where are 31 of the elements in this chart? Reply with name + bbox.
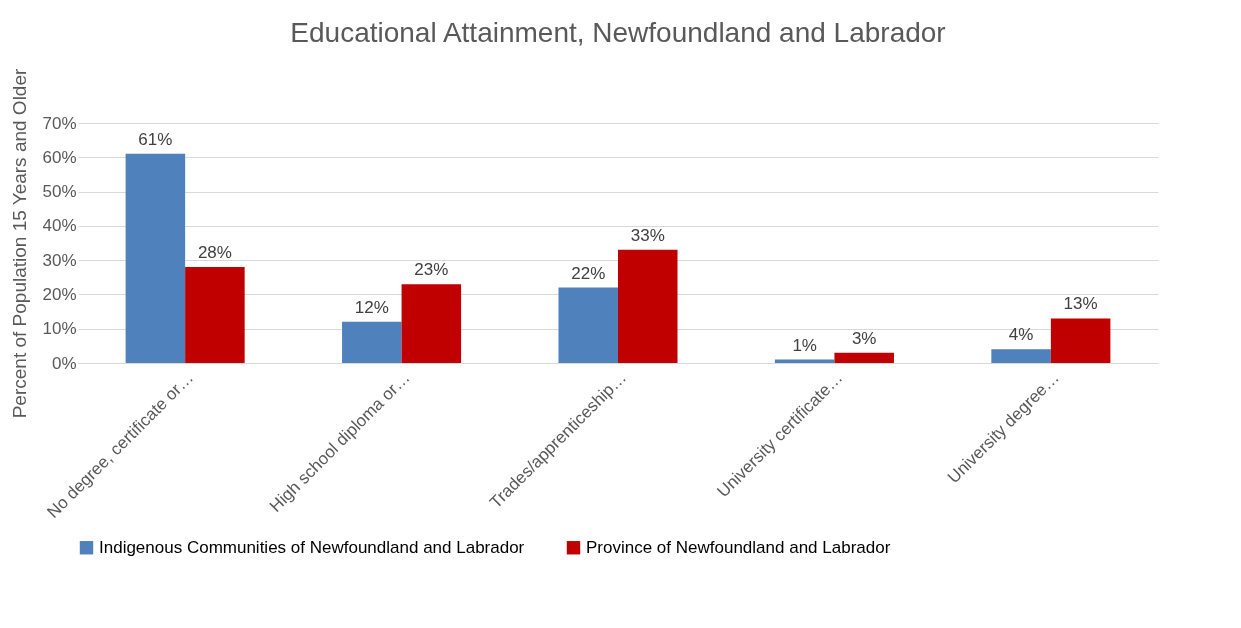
y-tick-label: 20% [42,284,77,304]
y-tick-label: 50% [42,182,77,202]
y-tick-label: 40% [42,216,77,236]
bar [558,287,618,363]
bar [401,284,462,363]
y-tick-label: 10% [42,319,77,339]
bar [834,352,894,363]
y-tick-label: 70% [42,113,77,133]
data-label: 61% [138,129,173,149]
y-axis-title: Percent of Population 15 Years and Older [9,68,31,419]
legend-label: Province of Newfoundland and Labrador [586,537,891,557]
data-label: 33% [630,225,665,245]
data-label: 1% [792,335,817,355]
bar [1050,318,1111,363]
y-tick-label: 0% [51,353,77,373]
y-tick-label: 30% [42,250,77,270]
data-label: 13% [1063,294,1098,314]
data-label: 22% [571,263,606,283]
data-label: 4% [1008,325,1034,345]
legend-label: Indigenous Communities of Newfoundland and Labrador [99,537,525,557]
bar [185,267,245,363]
y-tick-label: 60% [42,147,77,167]
data-label: 12% [354,297,389,317]
bar [618,249,678,363]
bar [991,349,1051,363]
bar [125,153,186,363]
data-label: 3% [851,328,877,348]
data-label: 28% [197,243,232,262]
data-label: 23% [414,260,449,280]
chart-title: Educational Attainment, Newfoundland and Labrador [290,17,946,49]
bar [342,321,402,363]
